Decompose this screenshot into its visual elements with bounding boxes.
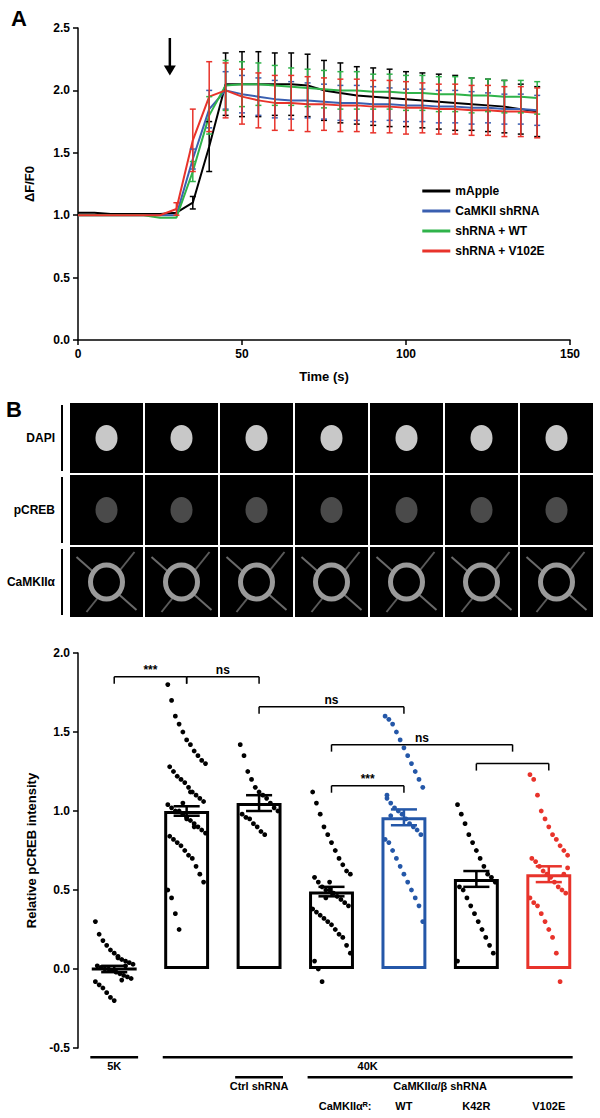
- svg-text:CaMKII shRNA: CaMKII shRNA: [455, 204, 539, 218]
- svg-text:5K: 5K: [107, 1060, 121, 1072]
- svg-text:WT: WT: [395, 1100, 412, 1112]
- svg-text:0: 0: [75, 347, 82, 361]
- svg-text:0.0: 0.0: [53, 333, 70, 347]
- svg-text:***: ***: [361, 772, 375, 786]
- svg-text:0.5: 0.5: [53, 883, 70, 897]
- svg-text:V102E: V102E: [532, 1100, 565, 1112]
- svg-text:2.5: 2.5: [53, 21, 70, 35]
- svg-text:CaMKIIα/β shRNA: CaMKIIα/β shRNA: [393, 1080, 487, 1092]
- svg-text:100: 100: [396, 347, 416, 361]
- svg-text:ns: ns: [216, 663, 230, 677]
- svg-text:Time (s): Time (s): [299, 369, 349, 384]
- svg-text:1.0: 1.0: [53, 804, 70, 818]
- svg-text:***: ***: [143, 663, 157, 677]
- svg-text:B: B: [6, 397, 22, 422]
- svg-text:K42R: K42R: [462, 1100, 490, 1112]
- svg-text:2.0: 2.0: [53, 646, 70, 660]
- svg-text:CaMKIIα: CaMKIIα: [7, 575, 56, 589]
- svg-text:40K: 40K: [358, 1060, 378, 1072]
- svg-text:1.0: 1.0: [53, 208, 70, 222]
- svg-text:DAPI: DAPI: [26, 431, 55, 445]
- svg-text:0.5: 0.5: [53, 271, 70, 285]
- svg-text:CaMKIIαᴿ:: CaMKIIαᴿ:: [319, 1100, 372, 1112]
- svg-text:Relative pCREB intensity: Relative pCREB intensity: [24, 772, 39, 928]
- svg-text:ns: ns: [324, 693, 338, 707]
- svg-text:-0.5: -0.5: [49, 1041, 70, 1055]
- svg-text:1.5: 1.5: [53, 146, 70, 160]
- svg-text:A: A: [11, 6, 27, 31]
- svg-text:mApple: mApple: [455, 184, 499, 198]
- svg-text:Ctrl shRNA: Ctrl shRNA: [230, 1080, 289, 1092]
- svg-text:ns: ns: [415, 731, 429, 745]
- svg-text:50: 50: [235, 347, 249, 361]
- svg-text:1.5: 1.5: [53, 725, 70, 739]
- svg-text:0.0: 0.0: [53, 962, 70, 976]
- svg-text:ΔF/F0: ΔF/F0: [22, 166, 37, 202]
- svg-text:shRNA + WT: shRNA + WT: [455, 224, 528, 238]
- svg-text:pCREB: pCREB: [14, 503, 56, 517]
- svg-text:150: 150: [560, 347, 580, 361]
- svg-text:2.0: 2.0: [53, 83, 70, 97]
- svg-text:shRNA + V102E: shRNA + V102E: [455, 244, 544, 258]
